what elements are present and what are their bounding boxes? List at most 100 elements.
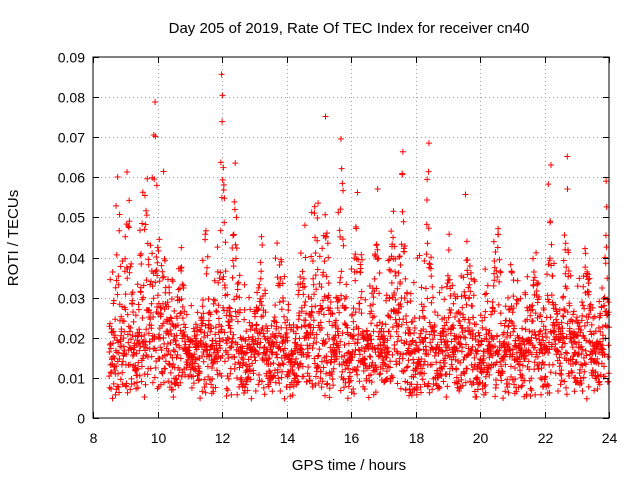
data-point [536, 293, 543, 300]
data-point [289, 392, 296, 399]
data-point [221, 329, 228, 336]
data-point [519, 372, 526, 379]
data-point [401, 248, 408, 255]
data-point [556, 363, 563, 370]
data-point [214, 358, 221, 365]
data-point [320, 311, 327, 318]
data-point [230, 232, 237, 239]
data-point [394, 285, 401, 292]
data-point [156, 331, 163, 338]
data-point [495, 301, 502, 308]
data-point [357, 265, 364, 272]
data-point [481, 348, 488, 355]
data-point [531, 274, 538, 281]
data-point [205, 373, 212, 380]
data-point [138, 260, 145, 267]
data-point [536, 349, 543, 356]
data-point [529, 317, 536, 324]
data-point [498, 363, 505, 370]
data-point [393, 361, 400, 368]
data-point [349, 311, 356, 318]
data-point [561, 340, 568, 347]
data-point [278, 306, 285, 313]
data-point [553, 316, 560, 323]
data-point [141, 393, 148, 400]
data-point [561, 232, 568, 239]
data-point [423, 251, 430, 258]
data-point [242, 350, 249, 357]
data-point [212, 337, 219, 344]
data-point [347, 369, 353, 376]
data-point [229, 274, 236, 281]
data-point [312, 303, 319, 310]
data-point [138, 363, 145, 370]
data-point [233, 214, 240, 221]
data-point [418, 356, 425, 363]
data-point [215, 279, 222, 286]
data-point [413, 342, 420, 349]
data-point [411, 329, 418, 336]
data-point [171, 308, 178, 315]
data-point [155, 247, 162, 254]
data-point [495, 351, 502, 358]
data-point [560, 257, 567, 264]
data-point [289, 366, 296, 373]
data-point [497, 310, 504, 317]
data-point [441, 322, 448, 329]
data-point [127, 336, 134, 343]
data-point [354, 371, 361, 378]
data-point [488, 311, 495, 318]
data-point [223, 392, 230, 399]
grid-lines [93, 57, 609, 418]
data-point [538, 318, 545, 325]
data-point [217, 269, 224, 276]
data-point [115, 349, 122, 356]
data-point [407, 298, 414, 305]
data-point [267, 360, 274, 367]
data-point [576, 323, 583, 330]
data-point [152, 133, 159, 140]
data-point [114, 174, 121, 181]
data-point [201, 334, 208, 341]
data-point [426, 331, 433, 338]
data-point [368, 378, 375, 385]
data-point [419, 376, 426, 383]
data-point [562, 349, 569, 356]
data-point [248, 395, 255, 402]
data-point [594, 355, 601, 362]
data-point [423, 196, 430, 203]
data-point [544, 271, 551, 278]
data-point [230, 263, 237, 270]
data-point [601, 302, 608, 309]
data-point [557, 360, 564, 367]
data-point [383, 354, 390, 361]
data-point [231, 206, 238, 213]
data-point [160, 334, 167, 341]
data-point [524, 273, 531, 280]
data-point [116, 227, 123, 234]
data-point [189, 338, 196, 345]
data-point [368, 320, 375, 327]
data-point [481, 314, 488, 321]
data-point [398, 337, 405, 344]
data-point [601, 351, 608, 358]
data-point [170, 393, 177, 400]
data-point [125, 224, 132, 231]
data-point [496, 278, 503, 285]
data-point [295, 316, 302, 323]
data-point [225, 375, 232, 382]
data-point [345, 340, 352, 347]
data-point [425, 380, 432, 387]
data-point [129, 352, 136, 359]
data-point [505, 341, 512, 348]
data-point [498, 377, 505, 384]
data-point [177, 265, 184, 272]
data-point [490, 238, 497, 245]
data-point [470, 314, 477, 321]
data-point [463, 301, 470, 308]
data-point [397, 301, 404, 308]
data-point [390, 208, 397, 215]
data-point [261, 391, 268, 398]
data-point [239, 362, 246, 369]
data-point [132, 333, 139, 340]
